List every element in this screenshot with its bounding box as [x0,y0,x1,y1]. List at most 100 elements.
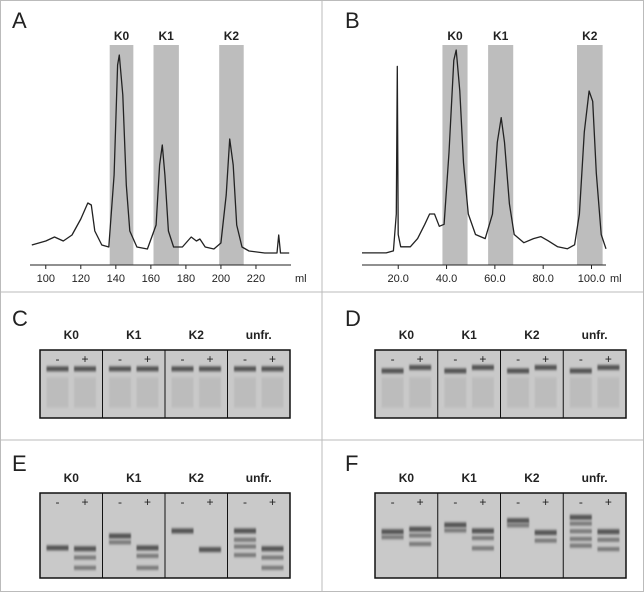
gel-smear [136,377,159,408]
lane-label: - [391,495,395,509]
lane-label: - [243,495,247,509]
group-label: K0 [399,471,415,485]
gel-band [409,526,432,532]
gel-smear [471,377,494,408]
gel-band [507,523,530,528]
group-label: K2 [189,471,205,485]
gel-band [597,547,620,552]
lane-label: + [144,352,151,366]
fraction-band [109,45,134,265]
gel-band [136,553,159,558]
gel-band [261,546,284,552]
lane-label: + [144,495,151,509]
group-label: K2 [189,328,205,342]
gel-band [199,366,221,372]
gel-smear [409,377,432,408]
gel-band [109,366,131,372]
x-axis-label: ml [610,273,622,285]
gel-smear [74,377,96,408]
lane-label: - [453,352,457,366]
panel-label: E [12,451,27,476]
group-label: K1 [126,471,142,485]
x-tick-label: 60.0 [484,273,505,285]
gel-band [234,528,256,534]
group-label: K2 [524,471,540,485]
lane-label: + [605,495,612,509]
x-tick-label: 200 [212,273,230,285]
gel-smear [507,377,530,408]
gel-smear [234,377,256,408]
gel-band [569,368,592,374]
lane-label: - [181,495,185,509]
lane-label: - [516,352,520,366]
gel-band [74,565,96,570]
gel-band [109,533,131,539]
gel-band [471,536,494,541]
gel-band [261,555,284,560]
lane-label: - [391,352,395,366]
lane-label: + [269,495,276,509]
gel-band [534,530,557,536]
gel-band [234,553,256,558]
lane-label: + [542,352,549,366]
lane-label: + [206,352,213,366]
x-tick-label: 140 [107,273,125,285]
gel-smear [381,377,404,408]
group-label: unfr. [582,328,608,342]
gel-smear [109,377,131,408]
fraction-label: K0 [447,29,463,43]
gel-band [136,545,159,551]
gel-band [136,366,159,372]
group-label: K0 [399,328,415,342]
gel-band [569,543,592,548]
fraction-band [488,45,514,265]
group-label: unfr. [582,471,608,485]
gel-smear [534,377,557,408]
x-tick-label: 220 [247,273,265,285]
lane-label: + [206,495,213,509]
x-tick-label: 40.0 [436,273,457,285]
lane-label: - [118,495,122,509]
gel-band [261,565,284,570]
gel-band [171,366,194,372]
fraction-label: K1 [493,29,509,43]
fraction-band [577,45,603,265]
panel-label: C [12,306,28,331]
lane-label: - [516,495,520,509]
lane-label: + [81,495,88,509]
gel-band [444,528,467,533]
gel-smear [597,377,620,408]
group-label: K1 [461,471,477,485]
gel-band [409,365,432,370]
gel-band [534,365,557,370]
gel-band [597,537,620,542]
x-tick-label: 160 [142,273,160,285]
lane-label: + [417,352,424,366]
gel-band [381,535,404,540]
gel-band [569,521,592,526]
panel-label: A [12,8,27,33]
fraction-label: K0 [114,29,130,43]
gel-band [569,514,592,520]
x-tick-label: 180 [177,273,195,285]
group-label: K0 [64,328,80,342]
gel-band [234,544,256,549]
gel-smear [444,377,467,408]
gel-band [597,365,620,370]
fraction-band [153,45,179,265]
lane-label: + [269,352,276,366]
gel-smear [199,377,221,408]
x-tick-label: 20.0 [388,273,409,285]
group-label: K0 [64,471,80,485]
gel-smear [261,377,284,408]
x-axis-label: ml [295,273,307,285]
gel-band [74,546,96,552]
gel-band [381,529,404,535]
gel-band [569,529,592,534]
gel-band [534,538,557,543]
gel-band [597,529,620,535]
gel-band [569,536,592,541]
gel-band [507,518,530,524]
lane-label: + [417,495,424,509]
